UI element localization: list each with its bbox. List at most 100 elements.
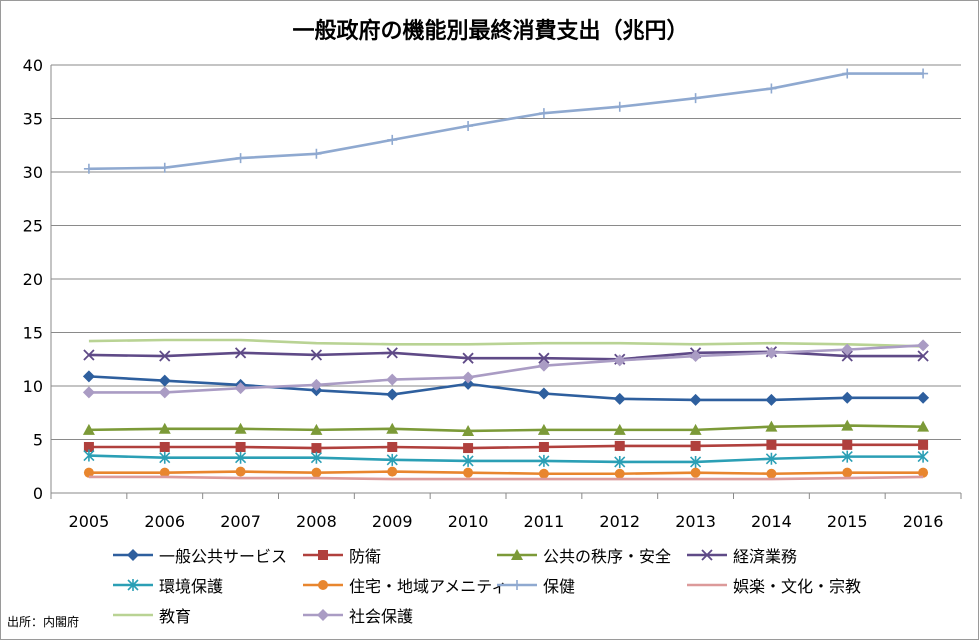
series-line [88, 475, 924, 481]
data-point [842, 439, 853, 450]
data-point [159, 467, 170, 478]
y-tick-label: 30 [23, 163, 43, 182]
data-point [159, 162, 170, 173]
data-point [127, 579, 139, 591]
legend-item: 公共の秩序・安全 [495, 543, 671, 567]
legend-item: 環境保護 [111, 573, 223, 597]
data-point [917, 450, 929, 463]
data-point [689, 350, 702, 363]
data-point [766, 439, 777, 450]
legend-swatch [497, 580, 537, 590]
series-line [88, 338, 924, 348]
x-tick-label: 2009 [372, 512, 413, 531]
legend-item: 防衛 [301, 543, 381, 567]
data-point [841, 450, 853, 463]
data-point [386, 373, 399, 386]
data-point [613, 354, 626, 367]
data-point [311, 148, 322, 159]
data-point [842, 68, 853, 79]
data-point [235, 153, 246, 164]
data-point [690, 455, 702, 468]
x-tick-label: 2015 [827, 512, 868, 531]
legend-label: 環境保護 [159, 577, 224, 596]
legend-label: 住宅・地域アメニティ [349, 577, 508, 596]
y-tick-label: 20 [23, 270, 43, 289]
data-point [234, 347, 247, 359]
data-point [538, 468, 549, 479]
y-tick-label: 35 [23, 110, 43, 129]
data-point [537, 423, 550, 435]
data-point [386, 422, 399, 434]
data-point [386, 453, 398, 466]
data-point [386, 347, 398, 359]
x-tick-label: 2013 [675, 512, 716, 531]
data-point [462, 377, 475, 390]
data-point [765, 346, 778, 359]
legend-item: 社会保護 [301, 603, 413, 627]
data-point [765, 420, 778, 432]
data-point [317, 609, 329, 621]
legend-item: 教育 [111, 603, 191, 627]
data-point [83, 163, 94, 174]
data-point [614, 440, 625, 451]
chart-title: 一般政府の機能別最終消費支出（兆円） [292, 19, 689, 44]
data-point [462, 454, 474, 467]
legend-label: 保健 [543, 577, 576, 596]
data-point [127, 549, 139, 561]
legend-swatch [497, 549, 537, 560]
data-point [918, 439, 929, 450]
data-point [613, 423, 626, 435]
data-point [158, 422, 171, 434]
data-point [917, 420, 930, 432]
data-point [318, 580, 328, 590]
data-point [917, 391, 930, 404]
data-point [462, 352, 474, 364]
legend-label: 公共の秩序・安全 [543, 547, 672, 566]
series-line [88, 72, 924, 171]
legend-swatch [303, 580, 343, 590]
data-point [310, 451, 322, 464]
data-point [463, 120, 474, 131]
legend-swatch [113, 549, 153, 561]
y-tick-label: 10 [23, 377, 43, 396]
data-point [83, 449, 95, 462]
x-tick-label: 2012 [599, 512, 640, 531]
data-point [689, 393, 702, 406]
data-point [82, 423, 95, 435]
data-point [83, 467, 94, 478]
y-tick-label: 15 [23, 324, 43, 343]
data-point [463, 467, 474, 478]
data-point [841, 350, 853, 362]
data-point [841, 391, 854, 404]
data-point [690, 93, 701, 104]
series-line [88, 443, 924, 450]
data-point [310, 423, 323, 435]
legend-item: 一般公共サービス [111, 543, 287, 567]
x-tick-label: 2014 [751, 512, 792, 531]
x-tick-label: 2008 [296, 512, 337, 531]
legend-item: 住宅・地域アメニティ [301, 573, 507, 597]
x-tick-label: 2005 [69, 512, 110, 531]
data-point [690, 440, 701, 451]
data-point [158, 386, 171, 399]
legend-item: 経済業務 [685, 543, 797, 567]
series-line [88, 454, 924, 464]
data-point [766, 468, 777, 479]
data-point [386, 388, 399, 401]
data-point [234, 382, 247, 395]
legend-swatch [303, 609, 343, 621]
x-tick-label: 2007 [220, 512, 261, 531]
data-point [318, 550, 328, 560]
data-point [613, 392, 626, 405]
series-line [88, 470, 924, 476]
legend-label: 社会保護 [349, 607, 414, 626]
data-point [614, 455, 626, 468]
data-point [917, 350, 929, 362]
data-point [537, 359, 550, 372]
data-point [841, 343, 854, 356]
data-point [538, 441, 549, 452]
x-tick-label: 2010 [448, 512, 489, 531]
series-line [88, 344, 924, 394]
legend-item: 娯楽・文化・宗教 [685, 573, 861, 597]
data-point [159, 451, 171, 464]
